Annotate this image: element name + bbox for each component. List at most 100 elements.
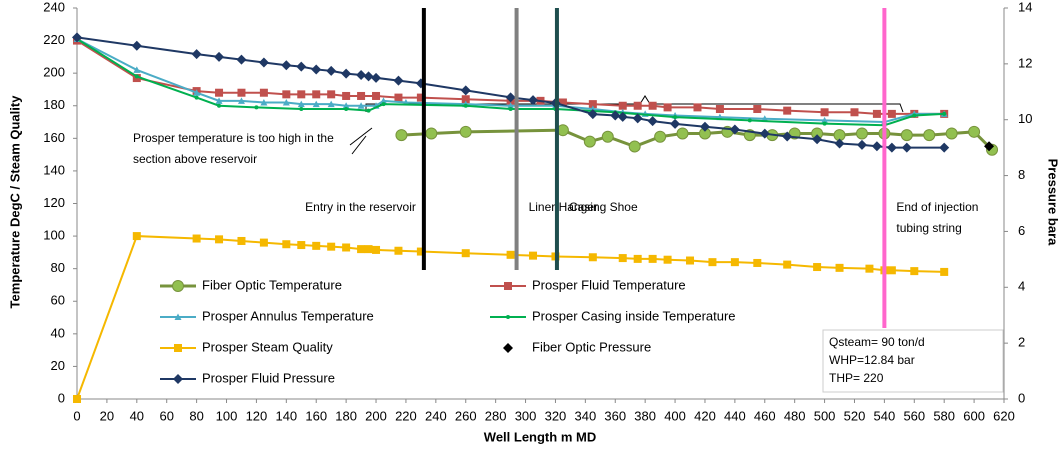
- x-tick-label: 180: [335, 408, 357, 423]
- series-line: [76, 39, 945, 115]
- x-tick-label: 420: [694, 408, 716, 423]
- y-tick-label: 180: [43, 97, 65, 112]
- x-tick-label: 260: [455, 408, 477, 423]
- data-point: [258, 57, 269, 68]
- y-tick-label: 140: [43, 162, 65, 177]
- y2-tick-label: 14: [1018, 0, 1032, 14]
- data-point: [617, 111, 628, 122]
- event-label: Casing Shoe: [569, 200, 638, 214]
- data-point: [394, 93, 403, 102]
- data-point: [633, 101, 642, 110]
- annotation-arrow: [349, 127, 373, 155]
- y-tick-label: 120: [43, 195, 65, 210]
- data-point: [214, 51, 225, 62]
- data-point: [670, 118, 681, 129]
- series-line: [76, 38, 945, 124]
- data-point: [601, 130, 614, 143]
- data-point: [821, 116, 829, 124]
- legend-label: Prosper Annulus Temperature: [202, 308, 374, 323]
- x-tick-label: 80: [189, 408, 203, 423]
- data-point: [505, 92, 516, 103]
- data-point: [394, 246, 403, 255]
- data-point: [259, 238, 268, 247]
- data-point: [699, 121, 710, 132]
- y-tick-label: 20: [51, 358, 65, 373]
- data-point: [312, 100, 320, 108]
- data-point: [529, 251, 538, 260]
- data-point: [834, 138, 845, 149]
- data-point: [923, 129, 936, 142]
- legend-marker: [172, 280, 184, 292]
- data-point: [380, 97, 388, 104]
- legend-marker: [173, 374, 183, 384]
- data-point: [133, 66, 141, 73]
- data-point: [871, 141, 882, 152]
- data-point: [193, 89, 201, 96]
- data-point: [281, 60, 292, 71]
- data-point: [747, 118, 752, 123]
- legend-marker: [174, 313, 182, 320]
- x-axis-label: Well Length m MD: [484, 429, 596, 444]
- info-text: THP= 220: [829, 371, 884, 385]
- x-tick-label: 480: [784, 408, 806, 423]
- y2-tick-label: 8: [1018, 167, 1025, 182]
- x-tick-label: 220: [395, 408, 417, 423]
- event-label: End of injection: [896, 200, 978, 214]
- data-point: [506, 250, 515, 259]
- y-axis-label: Temperature DegC / Steam Quality: [7, 95, 22, 309]
- x-tick-label: 40: [130, 408, 144, 423]
- data-point: [663, 103, 672, 112]
- data-point: [312, 90, 321, 99]
- data-point: [395, 129, 408, 142]
- data-point: [753, 258, 762, 267]
- data-point: [371, 72, 382, 83]
- legend-label: Prosper Fluid Temperature: [532, 277, 686, 292]
- data-point: [558, 98, 567, 107]
- data-point: [715, 105, 724, 114]
- data-point: [297, 100, 305, 108]
- data-point: [217, 103, 222, 108]
- data-point: [587, 109, 598, 120]
- data-point: [416, 247, 425, 256]
- data-point: [299, 107, 304, 112]
- data-point: [782, 131, 793, 142]
- data-point: [237, 97, 245, 104]
- data-point: [628, 140, 641, 153]
- legend-label: Prosper Fluid Pressure: [202, 370, 335, 385]
- data-point: [583, 135, 596, 148]
- data-point: [673, 115, 678, 120]
- data-point: [357, 91, 366, 100]
- x-tick-label: 360: [604, 408, 626, 423]
- data-point: [663, 255, 672, 264]
- data-point: [356, 70, 367, 81]
- data-point: [297, 90, 306, 99]
- legend-marker: [504, 282, 512, 290]
- data-point: [686, 256, 695, 265]
- x-tick-label: 60: [159, 408, 173, 423]
- data-point: [296, 61, 307, 72]
- data-point: [416, 93, 425, 102]
- legend-label: Fiber Optic Temperature: [202, 277, 342, 292]
- data-point: [254, 105, 259, 110]
- data-point: [887, 109, 896, 118]
- data-point: [984, 141, 995, 152]
- data-point: [872, 109, 881, 118]
- data-point: [939, 142, 950, 153]
- data-point: [237, 236, 246, 245]
- y-tick-label: 0: [58, 390, 65, 405]
- y-tick-label: 40: [51, 325, 65, 340]
- data-point: [632, 113, 643, 124]
- data-point: [366, 108, 371, 113]
- data-point: [260, 98, 268, 106]
- data-point: [259, 88, 268, 97]
- data-point: [820, 108, 829, 117]
- x-tick-label: 580: [933, 408, 955, 423]
- data-point: [856, 139, 867, 150]
- data-point: [610, 110, 621, 121]
- data-point: [132, 232, 141, 241]
- x-tick-label: 300: [515, 408, 537, 423]
- data-point: [968, 125, 981, 138]
- x-tick-label: 100: [216, 408, 238, 423]
- data-point: [618, 101, 627, 110]
